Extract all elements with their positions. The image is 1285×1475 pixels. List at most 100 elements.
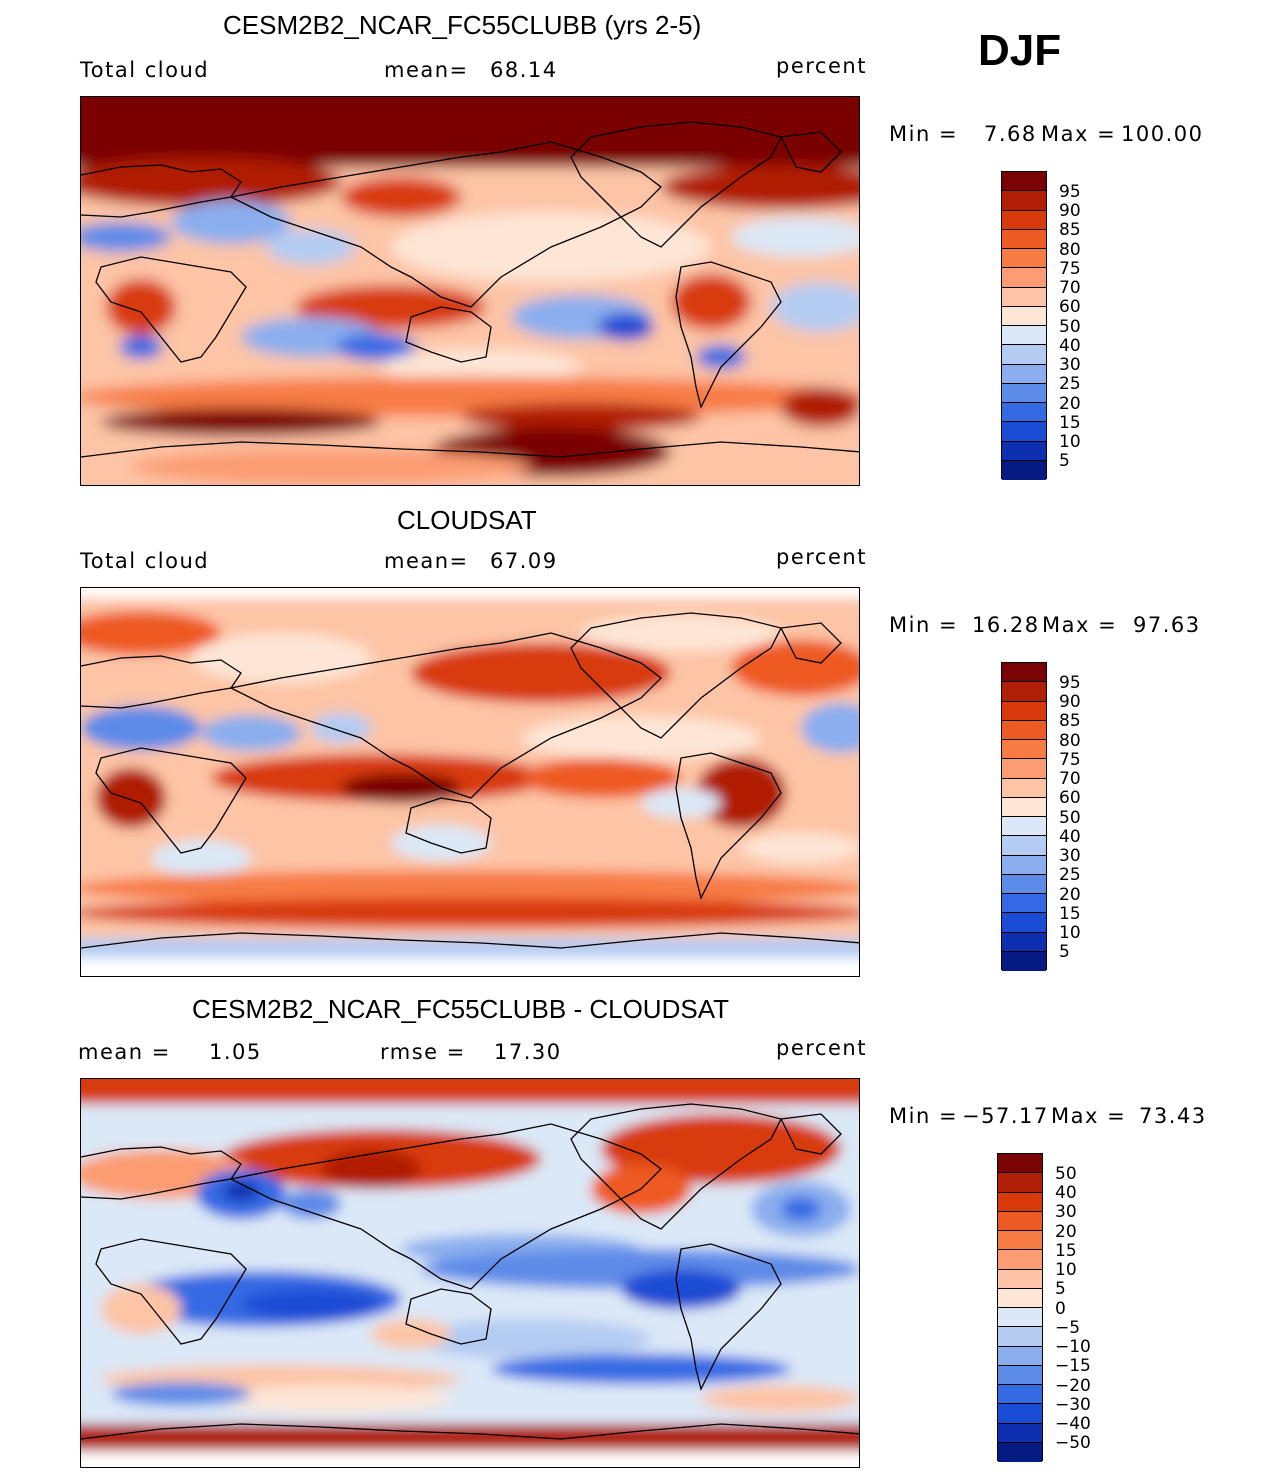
colorbar-segments <box>997 1153 1043 1462</box>
colorbar-tick-label: 50 <box>1059 807 1081 828</box>
panel-model-mean-value: 68.14 <box>490 58 558 82</box>
colorbar-tick-label: 30 <box>1055 1202 1077 1223</box>
colorbar-tick-label: −10 <box>1055 1337 1091 1357</box>
colorbar-tick-label: 10 <box>1055 1260 1077 1280</box>
colorbar-tick-label: 85 <box>1059 711 1081 732</box>
panel-obs-min-label: Min = <box>889 613 959 637</box>
colorbar-tick-label: 25 <box>1059 865 1081 886</box>
colorbar-segment <box>1002 287 1046 307</box>
colorbar-tick-label: −50 <box>1055 1433 1091 1454</box>
colorbar-tick-label: 70 <box>1059 278 1081 298</box>
colorbar-segment <box>1002 326 1046 346</box>
panel-diff-max-value: 73.43 <box>1139 1104 1207 1128</box>
panel-obs-max-value: 97.63 <box>1133 613 1201 637</box>
model-coastlines <box>81 121 859 458</box>
model-cloud-field <box>81 97 859 485</box>
colorbar-segment <box>1002 720 1046 740</box>
colorbar-segment <box>998 1154 1042 1174</box>
obs-cloud-field <box>81 588 859 976</box>
colorbar-segment <box>998 1365 1042 1385</box>
colorbar-segment <box>1002 383 1046 403</box>
colorbar-tick-label: 90 <box>1059 201 1081 221</box>
colorbar-segments <box>1001 171 1047 480</box>
colorbar-segment <box>1002 268 1046 288</box>
colorbar-segment <box>1002 422 1046 442</box>
colorbar-segment <box>1002 172 1046 192</box>
colorbar-segment <box>1002 778 1046 798</box>
colorbar-segment <box>1002 913 1046 933</box>
panel-diff-min-value: −57.17 <box>962 1104 1049 1128</box>
panel-diff-min-label: Min = <box>889 1104 959 1128</box>
colorbar-tick-label: 30 <box>1059 846 1081 866</box>
colorbar-segment <box>1002 759 1046 779</box>
panel-model-mean-label: mean= <box>384 58 469 82</box>
colorbar-tick-label: −40 <box>1055 1414 1091 1434</box>
panel-model-units: percent <box>776 54 867 78</box>
colorbar-segment <box>998 1192 1042 1212</box>
colorbar-segment <box>1002 345 1046 365</box>
colorbar-tick-label: 15 <box>1059 412 1081 433</box>
obs-coastlines <box>81 612 859 949</box>
colorbar-tick-label: 75 <box>1059 749 1081 770</box>
colorbar-segment <box>998 1269 1042 1289</box>
panel-model-variable-label: Total cloud <box>80 58 210 82</box>
panel-diff-title: CESM2B2_NCAR_FC55CLUBB - CLOUDSAT <box>192 994 729 1024</box>
colorbar-segment <box>998 1346 1042 1366</box>
panel-obs-mean-label: mean= <box>384 549 469 573</box>
colorbar-segment <box>1002 855 1046 875</box>
colorbar-tick-label: 90 <box>1059 692 1081 712</box>
colorbar-segment <box>1002 441 1046 461</box>
colorbar-segment <box>1002 364 1046 384</box>
colorbar-tick-label: 0 <box>1055 1298 1066 1319</box>
colorbar-tick-label: 50 <box>1059 316 1081 337</box>
colorbar-tick-label: −15 <box>1055 1356 1091 1377</box>
colorbar-segments <box>1001 662 1047 971</box>
panel-diff-rmse-label: rmse = <box>380 1040 466 1064</box>
colorbar-tick-label: 15 <box>1059 903 1081 924</box>
colorbar-segment <box>1002 797 1046 817</box>
panel-obs-units: percent <box>776 545 867 569</box>
panel-model-max-value: 100.00 <box>1121 122 1204 146</box>
colorbar-tick-label: 10 <box>1059 432 1081 452</box>
colorbar-segment <box>998 1308 1042 1328</box>
colorbar-tick-label: 60 <box>1059 788 1081 809</box>
colorbar-tick-label: 50 <box>1055 1163 1077 1184</box>
colorbar-tick-label: −5 <box>1055 1317 1081 1338</box>
colorbar-segment <box>1002 701 1046 721</box>
colorbar-tick-label: 20 <box>1055 1221 1077 1242</box>
panel-diff-units: percent <box>776 1036 867 1060</box>
panel-obs-mean-value: 67.09 <box>490 549 558 573</box>
diff-cloud-field <box>81 1079 859 1467</box>
panel-model-map <box>80 96 860 486</box>
colorbar-segment <box>998 1327 1042 1347</box>
colorbar-tick-label: 85 <box>1059 220 1081 241</box>
colorbar-segment <box>998 1385 1042 1405</box>
colorbar-segment <box>1002 306 1046 326</box>
panel-diff-max-label: Max = <box>1051 1104 1127 1128</box>
colorbar-segment <box>998 1211 1042 1231</box>
colorbar-tick-label: 5 <box>1059 942 1070 963</box>
colorbar-segment <box>998 1404 1042 1424</box>
season-label: DJF <box>978 26 1062 75</box>
colorbar-segment <box>998 1231 1042 1251</box>
panel-diff-mean-value: 1.05 <box>209 1040 262 1064</box>
panel-diff-mean-label: mean = <box>78 1040 171 1064</box>
colorbar-segment <box>1002 951 1046 971</box>
panel-model-title: CESM2B2_NCAR_FC55CLUBB (yrs 2-5) <box>223 10 702 40</box>
colorbar-segment <box>998 1288 1042 1308</box>
colorbar-segment <box>1002 874 1046 894</box>
panel-model-max-label: Max = <box>1041 122 1117 146</box>
colorbar-segment <box>1002 403 1046 423</box>
colorbar-tick-label: 30 <box>1059 355 1081 375</box>
colorbar-segment <box>998 1250 1042 1270</box>
colorbar-tick-label: 70 <box>1059 769 1081 789</box>
colorbar-tick-label: 25 <box>1059 374 1081 395</box>
colorbar-tick-label: −20 <box>1055 1375 1091 1396</box>
colorbar-segment <box>1002 817 1046 837</box>
colorbar-tick-label: 20 <box>1059 884 1081 905</box>
colorbar-segment <box>1002 229 1046 249</box>
colorbar-tick-label: 40 <box>1059 335 1081 356</box>
panel-obs-min-value: 16.28 <box>972 613 1040 637</box>
colorbar-segment <box>1002 740 1046 760</box>
colorbar-tick-label: 40 <box>1059 826 1081 847</box>
